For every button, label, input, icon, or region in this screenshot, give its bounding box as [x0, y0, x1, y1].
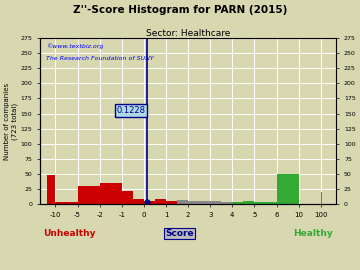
Bar [243, 201, 255, 204]
Y-axis label: Number of companies
(723 total): Number of companies (723 total) [4, 83, 18, 160]
Bar [122, 191, 133, 204]
Bar [144, 201, 155, 204]
Bar [46, 175, 55, 204]
Bar [232, 202, 243, 204]
Bar [55, 202, 77, 204]
Text: 0.1228: 0.1228 [117, 106, 145, 115]
Text: Unhealthy: Unhealthy [43, 229, 95, 238]
Bar [199, 201, 210, 204]
Bar [276, 174, 299, 204]
Bar [177, 200, 188, 204]
Text: The Research Foundation of SUNY: The Research Foundation of SUNY [46, 56, 154, 61]
Bar [100, 183, 122, 204]
Bar [255, 202, 266, 204]
Bar [166, 201, 177, 204]
Bar [188, 201, 199, 204]
Bar [210, 201, 221, 204]
Bar [77, 186, 100, 204]
Text: Healthy: Healthy [294, 229, 333, 238]
Text: ©www.textbiz.org: ©www.textbiz.org [46, 43, 103, 49]
Title: Sector: Healthcare: Sector: Healthcare [146, 29, 230, 38]
Text: Score: Score [165, 229, 194, 238]
Bar [266, 202, 276, 204]
Text: Z''-Score Histogram for PARN (2015): Z''-Score Histogram for PARN (2015) [73, 5, 287, 15]
Bar [221, 202, 232, 204]
Bar [155, 199, 166, 204]
Bar [299, 48, 300, 204]
Bar [133, 199, 144, 204]
